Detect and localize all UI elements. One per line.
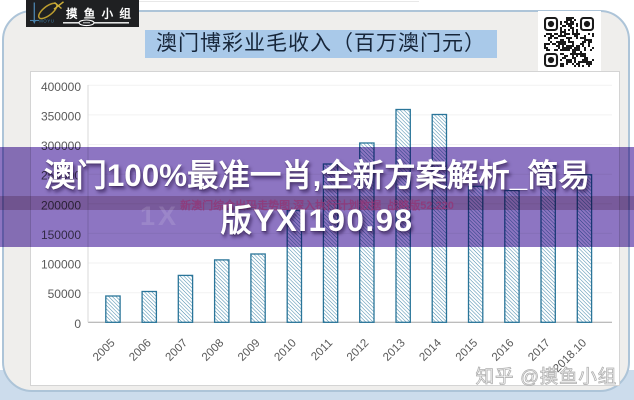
svg-text:2009: 2009 — [236, 337, 263, 364]
svg-text:2010: 2010 — [272, 337, 299, 364]
svg-text:2007: 2007 — [164, 337, 191, 364]
svg-text:0: 0 — [74, 317, 81, 331]
svg-text:50000: 50000 — [48, 287, 82, 301]
svg-text:2017: 2017 — [526, 337, 553, 364]
svg-text:2015: 2015 — [454, 337, 481, 364]
svg-text:2006: 2006 — [127, 337, 154, 364]
svg-text:2011: 2011 — [309, 337, 335, 363]
svg-text:2012: 2012 — [345, 337, 372, 364]
svg-text:摸鱼小组: 摸鱼小组 — [66, 6, 137, 20]
svg-text:2005: 2005 — [91, 337, 118, 364]
svg-text:MOYU: MOYU — [39, 19, 54, 24]
svg-text:2014: 2014 — [417, 337, 444, 364]
svg-text:100000: 100000 — [41, 258, 81, 272]
svg-text:2016: 2016 — [490, 337, 517, 364]
svg-text:400000: 400000 — [41, 80, 81, 94]
svg-text:350000: 350000 — [41, 109, 81, 123]
svg-text:2013: 2013 — [381, 337, 408, 364]
svg-text:2008: 2008 — [200, 337, 227, 364]
